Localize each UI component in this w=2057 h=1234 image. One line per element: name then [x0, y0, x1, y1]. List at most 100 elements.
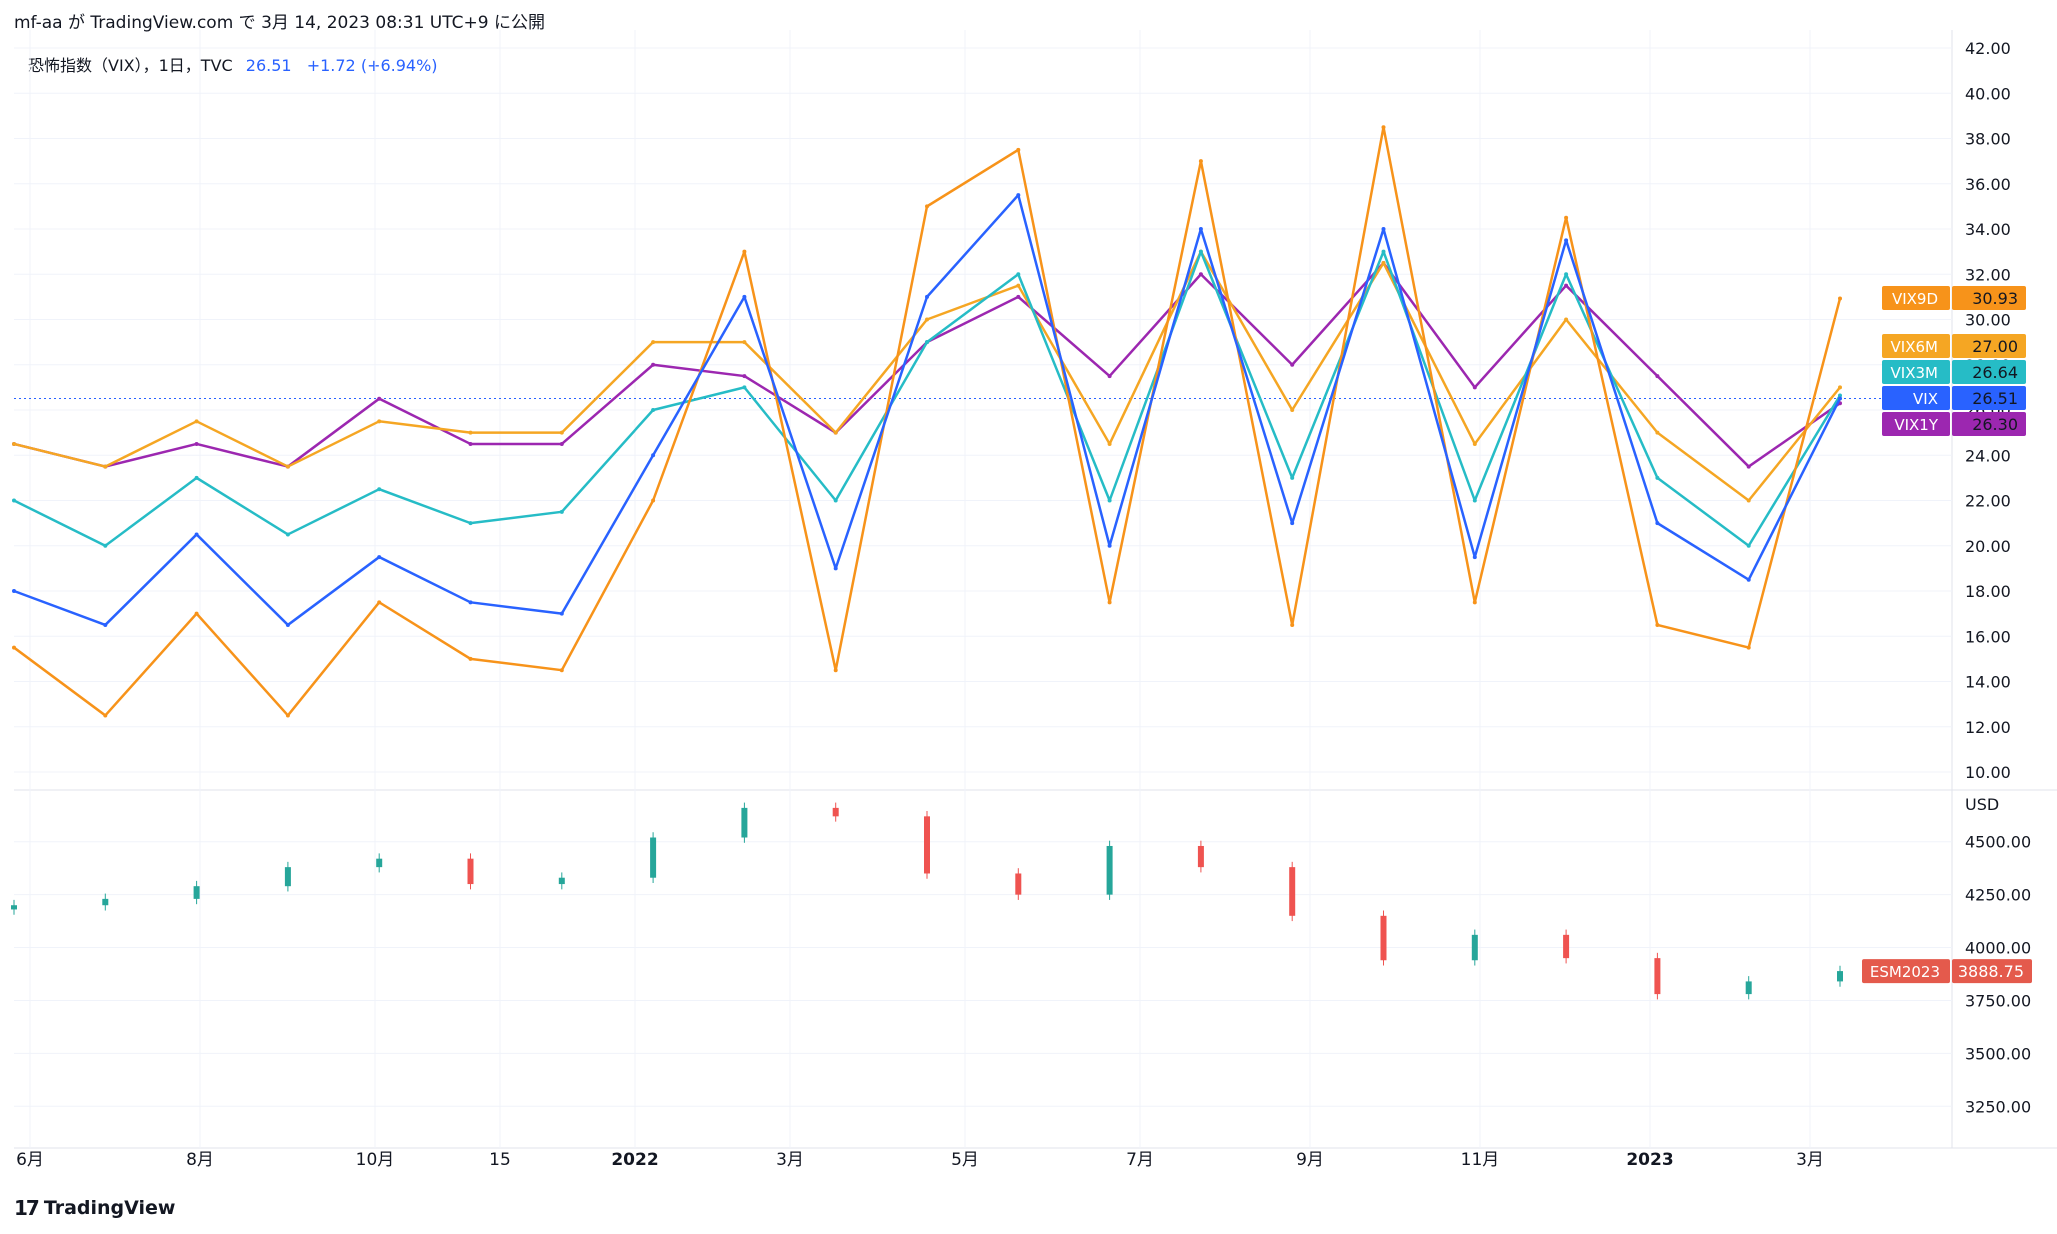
chart-legend: 恐怖指数（VIX），1日，TVC 26.51 +1.72 (+6.94%)	[28, 52, 438, 76]
data-point-vix	[468, 600, 473, 605]
data-point-vix1y	[559, 441, 564, 446]
data-point-vix	[285, 622, 290, 627]
series-tag-name: VIX3M	[1891, 364, 1938, 382]
data-point-vix6m	[742, 340, 747, 345]
series-tag-vix6m: VIX6M 27.00	[1882, 334, 2026, 358]
x-tick-label: 9月	[1296, 1150, 1324, 1170]
candle-body	[1837, 971, 1843, 982]
y-tick-label: 4250.00	[1965, 886, 2031, 905]
series-tag-value: 26.30	[1972, 415, 2018, 434]
data-point-vix3m	[833, 498, 838, 503]
data-point-vix1y	[1564, 283, 1569, 288]
data-point-vix	[833, 566, 838, 571]
x-tick-label: 8月	[186, 1150, 214, 1170]
data-point-vix	[651, 453, 656, 458]
data-point-vix	[194, 532, 199, 537]
tradingview-logo-icon: 17	[14, 1196, 40, 1220]
y-tick-label: 40.00	[1965, 84, 2011, 103]
candle-body	[1197, 845, 1204, 868]
data-point-vix	[1290, 521, 1295, 526]
data-point-vix6m	[1838, 385, 1842, 390]
data-point-vix3m	[377, 487, 382, 492]
data-point-vix1y	[1472, 385, 1477, 390]
data-point-vix3m	[559, 509, 564, 514]
series-tag-value: 3888.75	[1958, 962, 2024, 981]
candle-body	[1563, 934, 1570, 959]
y-tick-label: 42.00	[1965, 39, 2011, 58]
data-point-vix9d	[1107, 600, 1112, 605]
data-point-vix6m	[1290, 408, 1295, 412]
candle-body	[1471, 934, 1478, 961]
data-point-vix6m	[377, 419, 382, 424]
series-tag-value: 26.51	[1972, 389, 2018, 408]
candle-body	[832, 807, 839, 817]
data-point-vix3m	[285, 532, 290, 537]
y-tick-label: 34.00	[1965, 220, 2011, 239]
data-point-vix	[1564, 238, 1569, 243]
data-point-vix3m	[1564, 272, 1569, 277]
data-point-vix1y	[194, 441, 199, 446]
series-tag-name-bg	[1882, 286, 1950, 310]
data-point-vix9d	[1564, 215, 1569, 220]
candle-body	[1106, 845, 1113, 895]
data-point-vix1y	[468, 441, 473, 446]
data-point-vix3m	[1290, 475, 1295, 480]
data-point-vix3m	[925, 340, 929, 345]
candle-body	[1380, 915, 1387, 961]
series-tag-name-bg	[1882, 334, 1950, 358]
data-point-vix	[1107, 543, 1112, 548]
series-tag-vix3m: VIX3M 26.64	[1882, 360, 2026, 384]
data-point-vix9d	[742, 249, 747, 254]
tradingview-footer[interactable]: 17 TradingView	[14, 1196, 175, 1220]
data-point-vix6m	[468, 430, 473, 435]
series-tag-name-bg	[1882, 360, 1950, 384]
data-point-vix3m	[468, 521, 473, 526]
data-point-vix3m	[651, 408, 656, 412]
symbol-last-value: 26.51	[245, 56, 292, 75]
series-tag-value-bg	[1952, 286, 2026, 310]
y-tick-label: 36.00	[1965, 175, 2011, 194]
y-tick-label: 4000.00	[1965, 939, 2031, 958]
data-point-vix9d	[377, 600, 382, 605]
series-tag-vix: VIX 26.51	[1882, 386, 2026, 410]
data-point-vix6m	[1381, 260, 1386, 265]
data-point-vix	[1472, 555, 1477, 560]
series-tag-name: VIX1Y	[1894, 416, 1939, 434]
series-tag-name-bg	[1882, 386, 1950, 410]
data-point-vix6m	[1564, 317, 1569, 322]
data-point-vix3m	[1655, 475, 1660, 480]
data-point-vix9d	[1472, 600, 1477, 605]
data-point-vix3m	[1107, 498, 1112, 503]
y-tick-label: 16.00	[1965, 627, 2011, 646]
x-tick-label: 5月	[951, 1150, 979, 1170]
series-tag-value: 26.64	[1972, 363, 2018, 382]
data-point-vix9d	[1655, 622, 1660, 627]
data-point-vix6m	[103, 464, 108, 469]
data-point-vix3m	[1838, 393, 1842, 398]
y-tick-label: 32.00	[1965, 265, 2011, 284]
x-tick-label: 7月	[1126, 1150, 1154, 1170]
y-tick-label: 24.00	[1965, 446, 2011, 465]
data-point-vix	[1746, 577, 1751, 582]
series-tag-value-bg	[1952, 360, 2026, 384]
candle-body	[1289, 867, 1296, 916]
series-tag-value: 27.00	[1972, 337, 2018, 356]
data-point-vix3m	[1746, 543, 1751, 548]
data-point-vix1y	[651, 362, 656, 367]
data-point-vix9d	[194, 611, 199, 616]
data-point-vix	[377, 555, 382, 560]
data-point-vix1y	[1655, 374, 1660, 379]
data-point-vix9d	[1290, 622, 1295, 627]
data-point-vix9d	[12, 645, 16, 650]
y-tick-label: 3250.00	[1965, 1097, 2031, 1116]
data-point-vix9d	[1381, 125, 1386, 130]
y-tick-label: 14.00	[1965, 673, 2011, 692]
data-point-vix3m	[12, 498, 16, 503]
data-point-vix9d	[468, 656, 473, 661]
data-point-vix6m	[1472, 441, 1477, 446]
series-tag-value-bg	[1952, 386, 2026, 410]
candle-body	[1745, 981, 1752, 995]
x-tick-label: 11月	[1461, 1150, 1500, 1170]
series-tag-vix9d: VIX9D 30.93	[1882, 286, 2026, 310]
